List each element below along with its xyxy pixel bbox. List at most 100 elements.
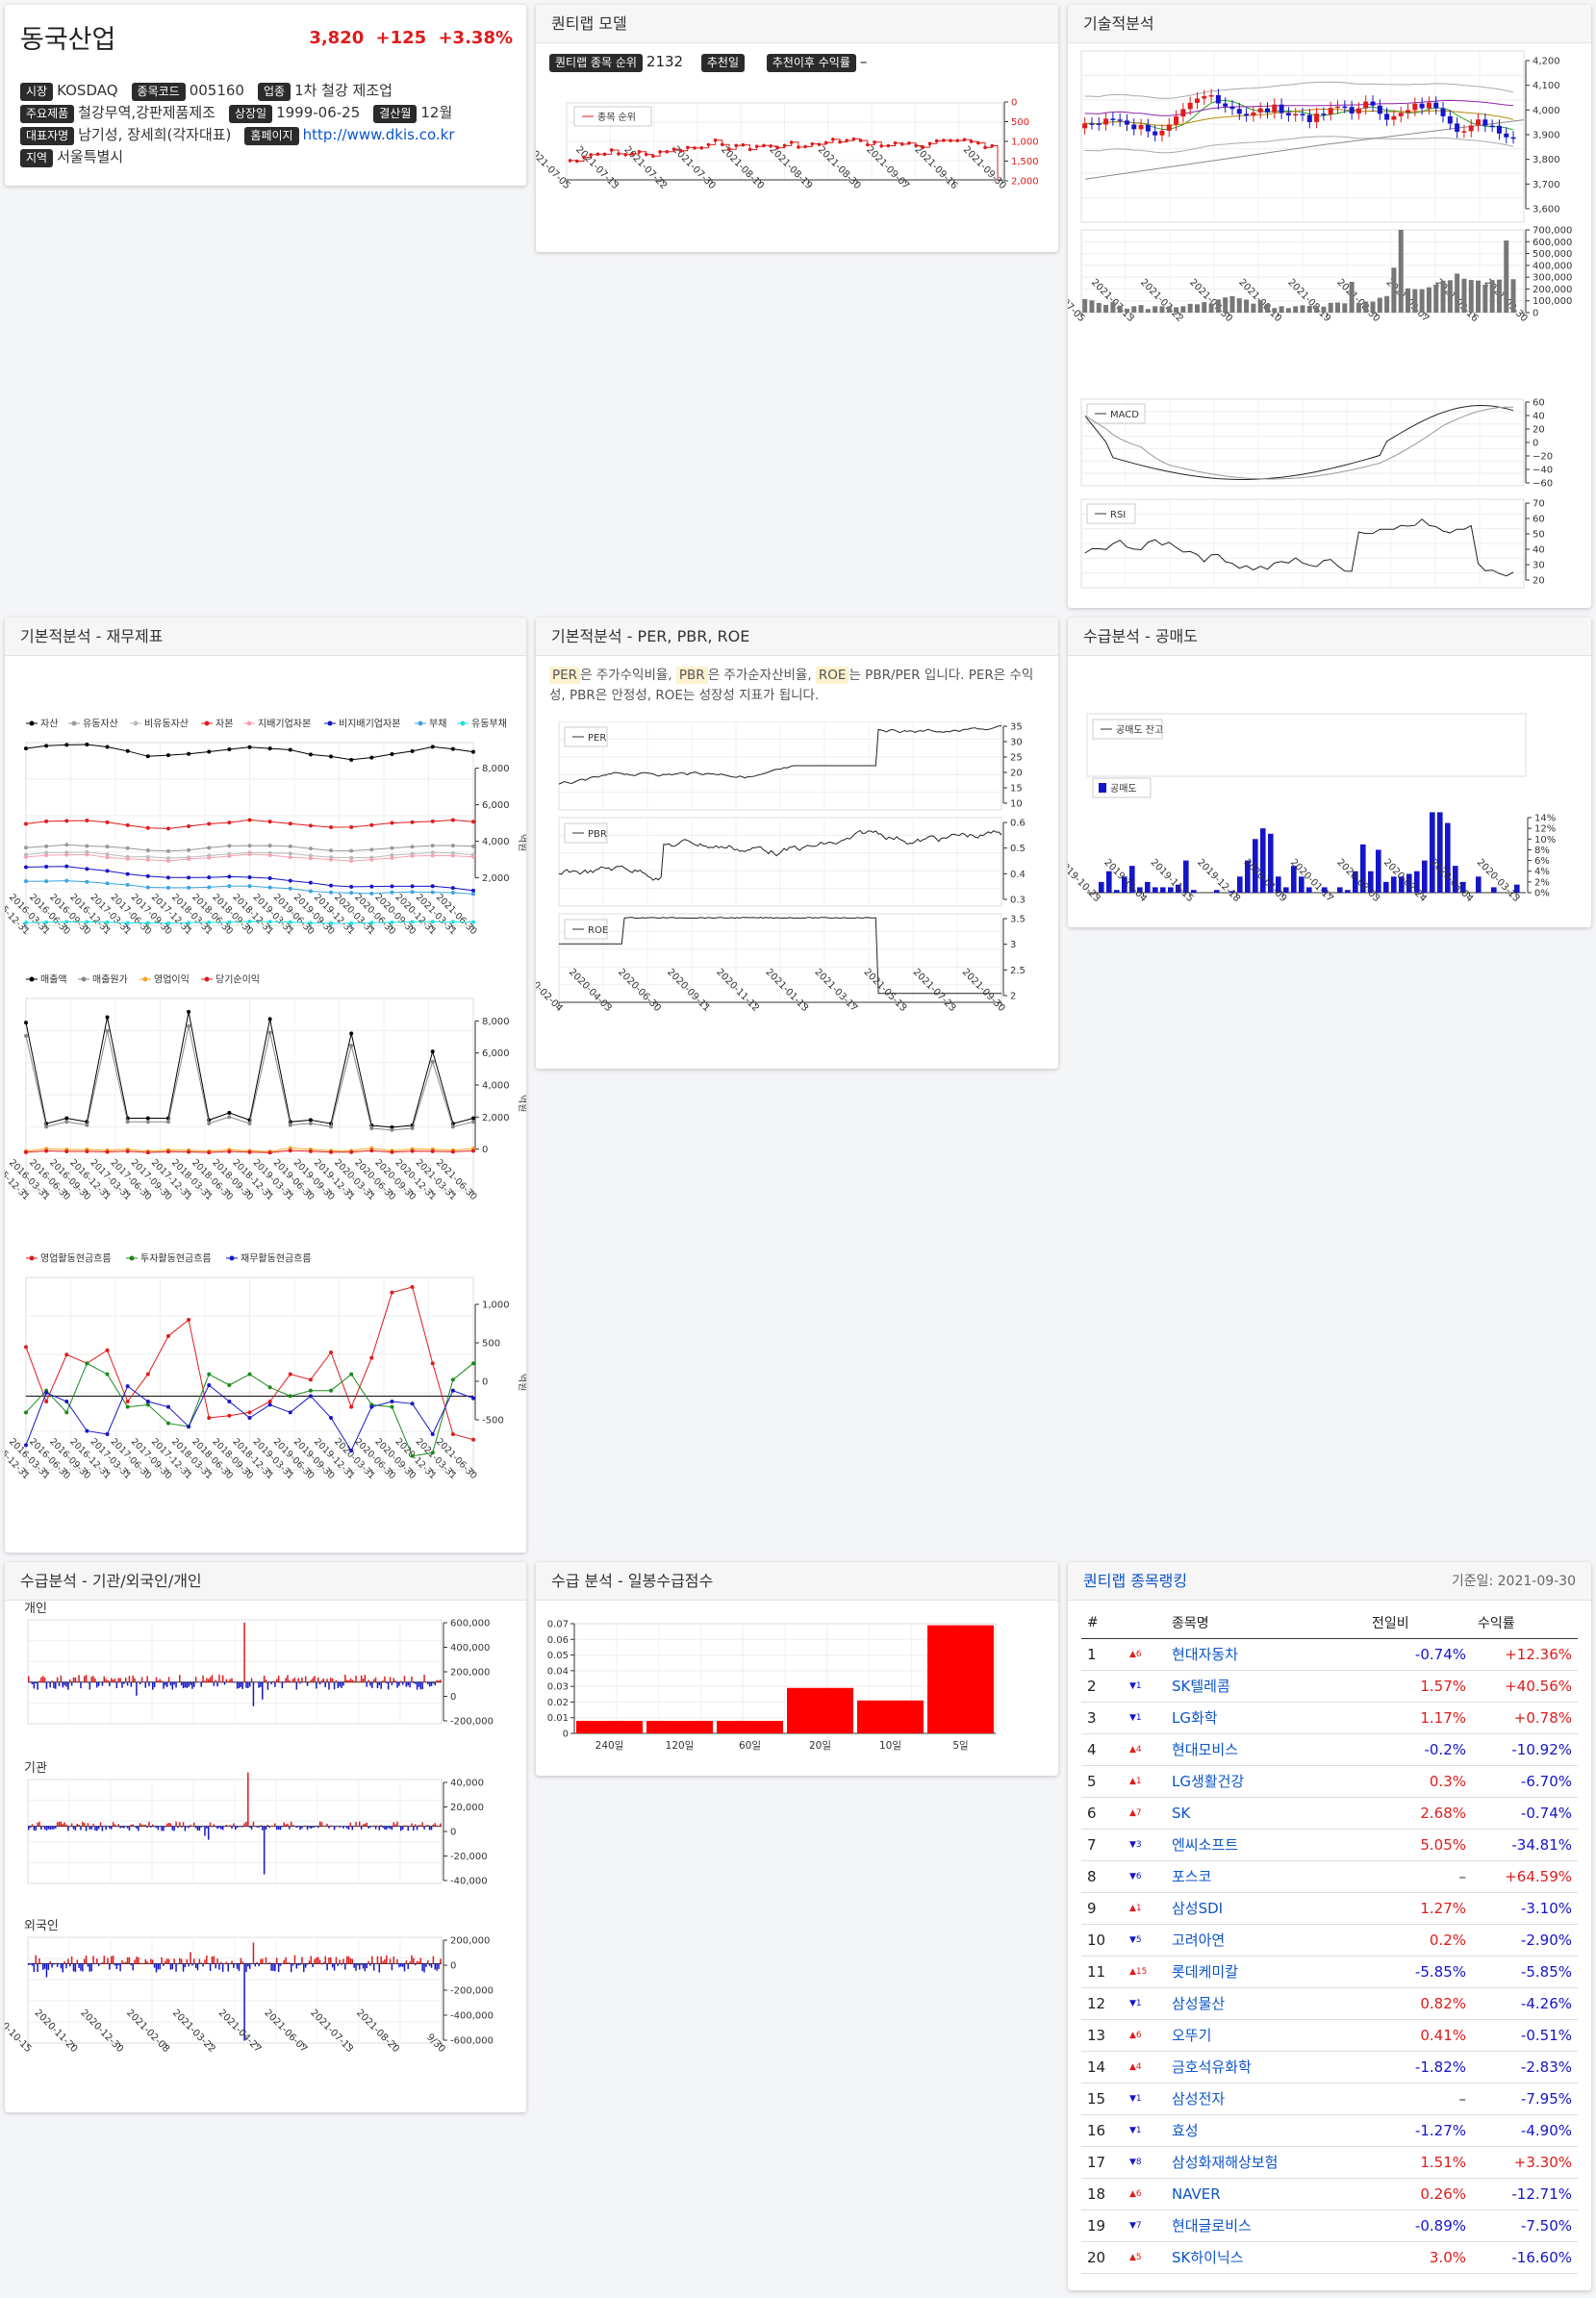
candle-body (1272, 104, 1278, 113)
return-rate: -7.95% (1472, 2083, 1578, 2115)
institution-bar (148, 1822, 150, 1827)
short-bar (1322, 887, 1328, 893)
stock-link[interactable]: 현대글로비스 (1166, 2210, 1366, 2242)
stock-link[interactable]: 삼성SDI (1166, 1892, 1366, 1925)
per-description: PER 은 주가수익비율, PBR 은 주가순자산비율, ROE 는 PBR/PER … (549, 667, 1034, 703)
balance-point (105, 845, 110, 849)
ranking-row[interactable]: 16 ▼1 효성 -1.27% -4.90% (1081, 2114, 1578, 2147)
col-name: 종목명 (1166, 1608, 1366, 1639)
foreign-bar (331, 1963, 334, 1968)
stock-link[interactable]: 롯데케미칼 (1166, 1956, 1366, 1988)
ranking-row[interactable]: 17 ▼8 삼성화재해상보험 1.51% +3.30% (1081, 2146, 1578, 2179)
ranking-row[interactable]: 9 ▲1 삼성SDI 1.27% -3.10% (1081, 1892, 1578, 1925)
cost-point (227, 1115, 232, 1120)
individual-bar (372, 1679, 375, 1682)
candle-body (1489, 125, 1495, 128)
stock-link[interactable]: 금호석유화학 (1166, 2051, 1366, 2083)
stock-link[interactable]: 엔씨소프트 (1166, 1829, 1366, 1861)
ranking-row[interactable]: 4 ▲4 현대모비스 -0.2% -10.92% (1081, 1733, 1578, 1766)
stock-link[interactable]: SK텔레콤 (1166, 1670, 1366, 1703)
rank-point (665, 150, 670, 154)
short-bar (1291, 866, 1297, 893)
individual-bar (138, 1681, 139, 1682)
ranking-row[interactable]: 1 ▲6 현대자동차 -0.74% +12.36% (1081, 1638, 1578, 1671)
stock-link[interactable]: 포스코 (1166, 1860, 1366, 1893)
balance-point (44, 744, 49, 748)
ranking-row[interactable]: 14 ▲4 금호석유화학 -1.82% -2.83% (1081, 2051, 1578, 2083)
ranking-row[interactable]: 18 ▲6 NAVER 0.26% -12.71% (1081, 2178, 1578, 2210)
individual-bar (115, 1681, 118, 1689)
stock-link[interactable]: 삼성전자 (1166, 2083, 1366, 2115)
net-income-point (288, 1149, 292, 1153)
institution-bar (60, 1821, 63, 1827)
ranking-row[interactable]: 12 ▼1 삼성물산 0.82% -4.26% (1081, 1987, 1578, 2020)
individual-bar (248, 1681, 251, 1687)
individual-ytick: 400,000 (450, 1643, 490, 1654)
homepage-link[interactable]: http://www.dkis.co.kr (302, 126, 455, 143)
rank-number: 18 (1081, 2178, 1124, 2210)
foreign-bar (409, 1961, 411, 1964)
individual-bar (114, 1679, 116, 1682)
individual-bar (328, 1681, 330, 1690)
short-bar (1430, 812, 1435, 893)
ranking-row[interactable]: 5 ▲1 LG생활건강 0.3% -6.70% (1081, 1765, 1578, 1798)
ranking-row[interactable]: 2 ▼1 SK텔레콤 1.57% +40.56% (1081, 1670, 1578, 1703)
balance-point (450, 890, 455, 895)
ranking-row[interactable]: 6 ▲7 SK 2.68% -0.74% (1081, 1797, 1578, 1830)
ranking-row[interactable]: 15 ▼1 삼성전자 – -7.95% (1081, 2083, 1578, 2115)
stock-link[interactable]: SK하이닉스 (1166, 2241, 1366, 2274)
stock-link[interactable]: 고려아연 (1166, 1924, 1366, 1957)
ranking-row[interactable]: 8 ▼6 포스코 – +64.59% (1081, 1860, 1578, 1893)
ranking-row[interactable]: 19 ▼7 현대글로비스 -0.89% -7.50% (1081, 2210, 1578, 2242)
foreign-bar (369, 1963, 371, 1966)
ranking-row[interactable]: 11 ▲15 롯데케미칼 -5.85% -5.85% (1081, 1956, 1578, 1988)
institution-bar (196, 1826, 199, 1831)
rsi-ytick: 40 (1533, 545, 1545, 556)
foreign-bar (171, 1963, 174, 1970)
balance-point (329, 921, 334, 925)
institution-bar (347, 1826, 350, 1831)
short-bar (1214, 890, 1220, 893)
individual-bar (393, 1678, 395, 1682)
institution-bar (312, 1826, 314, 1829)
volume-bar (1406, 288, 1411, 313)
ranking-row[interactable]: 10 ▼5 고려아연 0.2% -2.90% (1081, 1924, 1578, 1957)
individual-bar (53, 1681, 55, 1689)
short-bar (1353, 871, 1358, 893)
candle-body (1342, 106, 1348, 109)
individual-bar (38, 1680, 40, 1682)
candle-body (1328, 108, 1333, 114)
ranking-row[interactable]: 13 ▲6 오뚜기 0.41% -0.51% (1081, 2019, 1578, 2052)
institution-bar (220, 1826, 222, 1830)
balance-point (85, 867, 89, 871)
ranking-row[interactable]: 20 ▲5 SK하이닉스 3.0% -16.60% (1081, 2241, 1578, 2274)
income-unit: 억원 (517, 1095, 526, 1112)
stock-link[interactable]: NAVER (1166, 2178, 1366, 2210)
ranking-row[interactable]: 7 ▼3 엔씨소프트 5.05% -34.81% (1081, 1829, 1578, 1861)
stock-link[interactable]: LG생활건강 (1166, 1765, 1366, 1798)
rank-number: 7 (1081, 1829, 1124, 1861)
stock-link[interactable]: LG화학 (1166, 1702, 1366, 1734)
stock-link[interactable]: 효성 (1166, 2114, 1366, 2147)
institution-bar (150, 1826, 152, 1828)
institution-bar (136, 1826, 138, 1829)
stock-link[interactable]: 현대자동차 (1166, 1638, 1366, 1671)
stock-link[interactable]: 현대모비스 (1166, 1733, 1366, 1766)
balance-point (471, 888, 475, 893)
balance-point (471, 844, 475, 848)
stock-link[interactable]: 오뚜기 (1166, 2019, 1366, 2052)
rank-point (769, 144, 773, 148)
foreign-bar (146, 1960, 148, 1964)
stock-link[interactable]: 삼성화재해상보험 (1166, 2146, 1366, 2179)
rank-point (914, 143, 918, 148)
rank-point (851, 137, 856, 141)
rsi-ytick: 30 (1533, 561, 1545, 571)
investing-cf-point (165, 1421, 170, 1426)
individual-bar (152, 1681, 154, 1690)
financing-cf-point (450, 1388, 455, 1393)
stock-link[interactable]: 삼성물산 (1166, 1987, 1366, 2020)
institution-bar (306, 1826, 309, 1831)
ranking-row[interactable]: 3 ▼1 LG화학 1.17% +0.78% (1081, 1702, 1578, 1734)
stock-link[interactable]: SK (1166, 1797, 1366, 1830)
candle-body (1117, 119, 1123, 121)
